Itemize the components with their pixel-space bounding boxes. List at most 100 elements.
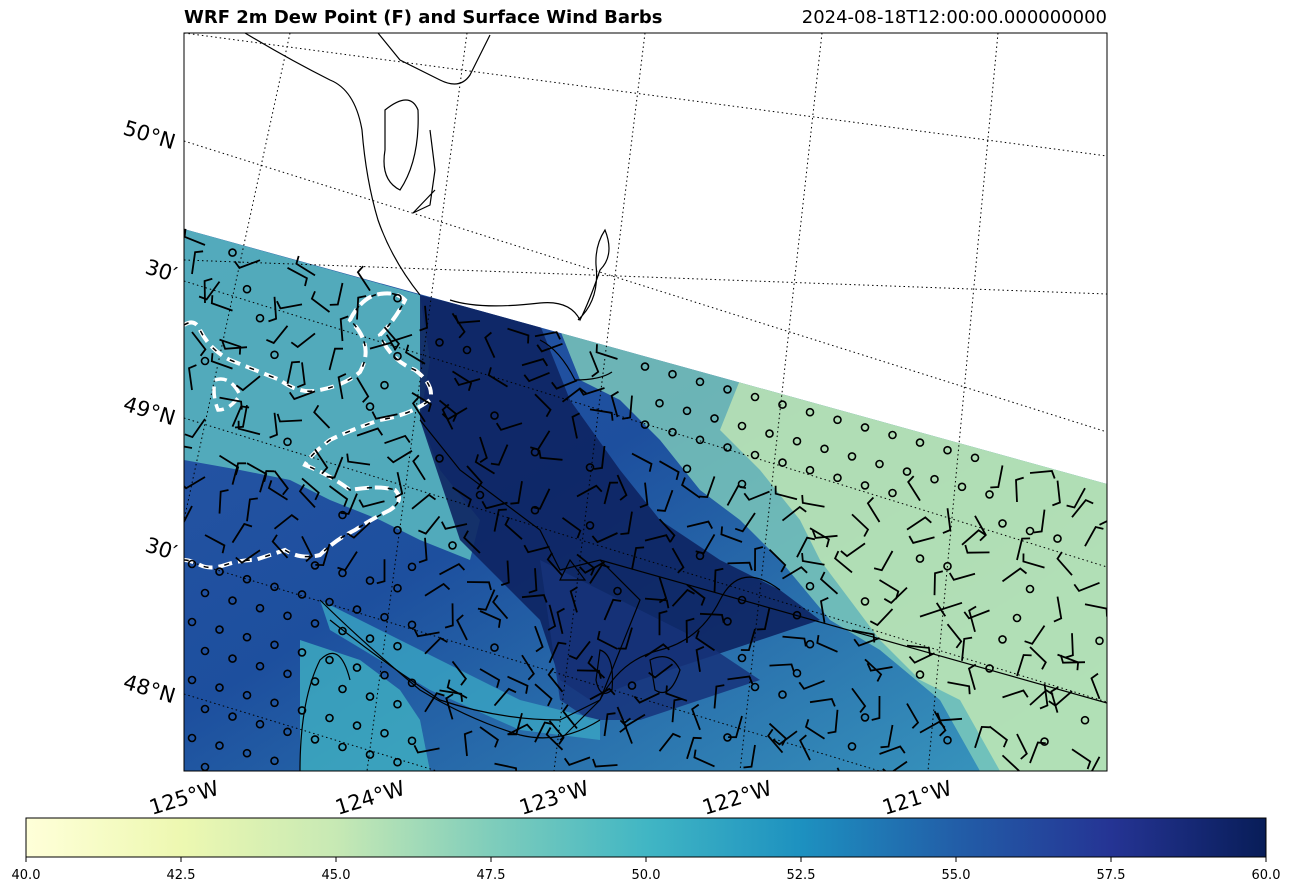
wind-barb [521, 654, 535, 681]
calm-wind-circle [902, 467, 912, 476]
wind-barb [369, 341, 397, 350]
map-frame [183, 32, 1108, 772]
calm-wind-circle [627, 681, 637, 690]
wind-barb [726, 485, 747, 506]
calm-wind-circle [998, 519, 1007, 528]
calm-wind-circle [723, 617, 732, 626]
wind-barb [301, 477, 320, 501]
wind-barb [405, 344, 426, 365]
calm-wind-circle [833, 473, 842, 483]
calm-wind-circle [338, 626, 347, 636]
lon-label-123: 123°W [516, 776, 591, 820]
graticule-lon-121 [927, 33, 999, 771]
calm-wind-circle [200, 646, 210, 656]
wind-barb [569, 586, 578, 613]
wind-barb [1001, 567, 1028, 583]
wind-barbs [184, 228, 1107, 771]
wind-barb [866, 662, 893, 672]
wind-barb [727, 561, 753, 571]
wind-barb [507, 327, 530, 344]
wind-barb [1073, 581, 1100, 592]
wind-barb [507, 723, 534, 736]
calm-wind-circle [833, 415, 842, 425]
calm-wind-circle [985, 490, 994, 499]
wind-barb [356, 427, 384, 437]
wind-barb [313, 404, 331, 429]
wind-barb [988, 725, 1008, 748]
calm-wind-circle [255, 719, 265, 729]
wind-barb [383, 326, 401, 351]
wind-barb [394, 472, 404, 499]
wind-barb [743, 744, 756, 769]
wind-barb [1071, 498, 1094, 518]
calm-wind-circle [283, 437, 292, 447]
calm-wind-circle [242, 690, 252, 700]
wind-barb [603, 481, 619, 505]
wind-barb [695, 645, 705, 672]
calm-wind-circle [462, 345, 472, 355]
graticule-lat-49 [184, 417, 1107, 703]
calm-wind-circle [860, 423, 870, 432]
wind-barb [235, 549, 261, 564]
chart-title: WRF 2m Dew Point (F) and Surface Wind Ba… [184, 7, 663, 28]
wind-barb [671, 588, 695, 607]
calm-wind-circle [380, 670, 389, 680]
wind-barb [1052, 480, 1061, 507]
wind-barb [1090, 756, 1101, 771]
wind-barb [339, 315, 349, 342]
wind-barb [883, 586, 908, 605]
wind-barb [295, 255, 316, 277]
wind-barb [188, 364, 197, 391]
calm-wind-circle [888, 488, 897, 498]
coastline-island-2 [649, 656, 681, 694]
calm-wind-circle [710, 414, 719, 423]
calm-wind-circle [695, 551, 705, 561]
lat-label-49-30: 30′ [143, 533, 180, 565]
wind-barb [1002, 689, 1029, 699]
wind-barb [772, 730, 798, 746]
wind-barb [681, 477, 701, 499]
calm-wind-circle [737, 595, 747, 605]
wind-barb [237, 420, 261, 436]
calm-wind-circle [778, 690, 787, 699]
colorbar-tick-label: 42.5 [167, 868, 196, 883]
wind-barb [946, 623, 963, 649]
calm-wind-circle [695, 435, 705, 445]
wind-barb [947, 681, 971, 695]
calm-wind-circle [668, 427, 677, 437]
wind-barb [411, 396, 426, 423]
lat-label-49: 49°N [121, 392, 179, 430]
wind-barb [546, 552, 564, 577]
wind-barb [418, 515, 441, 535]
calm-wind-circle [270, 698, 279, 708]
wind-barb [233, 259, 261, 269]
wind-barb [474, 454, 495, 475]
calm-wind-circle [338, 510, 347, 520]
wind-barb [376, 559, 386, 585]
wind-barb [424, 692, 445, 713]
coastline-olympic [299, 652, 351, 771]
wind-barb [490, 444, 509, 466]
lon-label-121: 121°W [879, 776, 954, 820]
calm-wind-circle [310, 561, 320, 570]
wind-barb [871, 695, 881, 721]
wind-barb [820, 596, 829, 623]
calm-wind-circle [393, 351, 402, 361]
calm-wind-circle [283, 669, 292, 679]
wind-barb [234, 405, 248, 429]
calm-wind-circle [655, 398, 664, 408]
calm-wind-circle [875, 459, 884, 469]
wind-barb [328, 485, 349, 507]
calm-wind-circle [792, 668, 802, 678]
colorbar-tick-label: 60.0 [1252, 868, 1281, 883]
wind-barb [534, 331, 561, 340]
wind-barb [538, 449, 563, 461]
wind-barb [1050, 686, 1059, 713]
calm-wind-circle [970, 453, 980, 463]
wind-barb [413, 628, 440, 638]
wind-barb [495, 422, 523, 431]
coastline-inlet-3 [412, 129, 436, 214]
wind-barb [445, 693, 454, 720]
wind-barb [695, 630, 716, 652]
colorbar-tick-label: 50.0 [632, 868, 661, 883]
